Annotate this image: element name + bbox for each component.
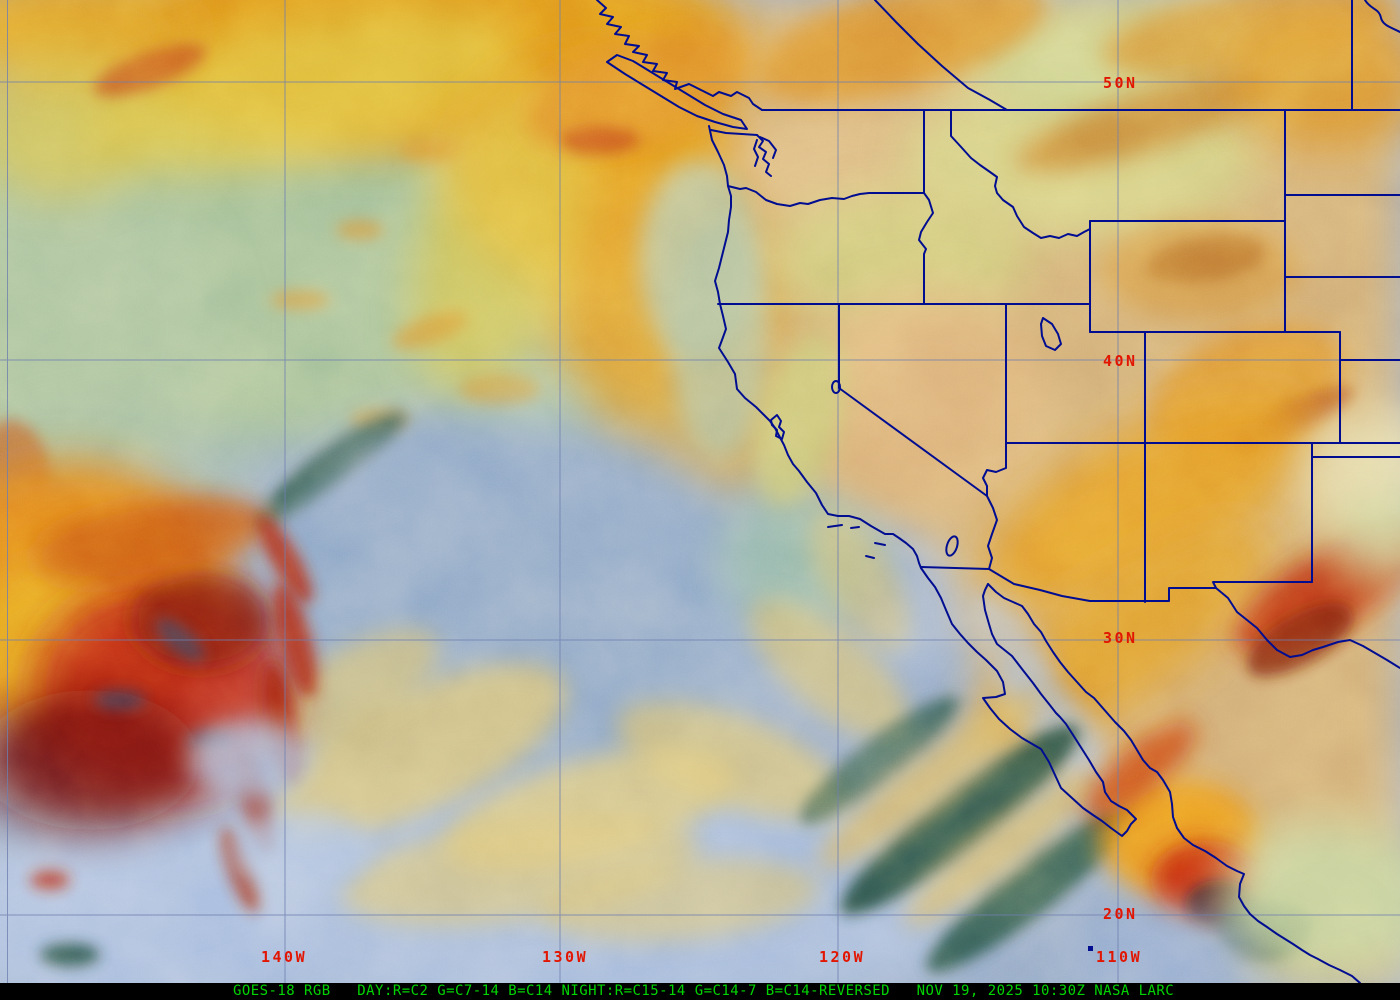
channel-island xyxy=(874,542,886,546)
wa-or-border xyxy=(727,185,925,207)
vancouver-island xyxy=(606,54,748,130)
ca-nv-border-diagonal xyxy=(838,387,988,497)
status-bar: GOES-18 RGB DAY:R=C2 G=C7-14 B=C14 NIGHT… xyxy=(0,983,1400,1000)
san-francisco-bay xyxy=(770,414,785,440)
id-mt-border xyxy=(950,109,1091,239)
lat-label-50n: 50N xyxy=(1103,74,1138,92)
us-mexico-border xyxy=(920,566,1400,669)
bc-alberta-border xyxy=(874,0,1008,111)
channel-island xyxy=(865,555,875,559)
baja-california-coastline xyxy=(920,567,1137,837)
channel-island xyxy=(850,526,860,529)
puget-sound xyxy=(753,134,777,177)
great-salt-lake xyxy=(1040,317,1062,351)
lat-label-30n: 30N xyxy=(1103,629,1138,647)
bc-coastline xyxy=(596,0,763,111)
lon-label-140w: 140W xyxy=(261,948,307,966)
nm-tx-south xyxy=(1212,581,1313,589)
juan-de-fuca-strait xyxy=(710,129,758,136)
island-dot xyxy=(1088,946,1093,951)
lon-label-130w: 130W xyxy=(542,948,588,966)
lon-label-120w: 120W xyxy=(819,948,865,966)
grid-labels: 50N 40N 30N 20N 140W 130W 120W 110W xyxy=(261,74,1142,966)
lon-label-110w: 110W xyxy=(1096,948,1142,966)
status-bar-text: GOES-18 RGB DAY:R=C2 G=C7-14 B=C14 NIGHT… xyxy=(233,983,1175,999)
lat-label-40n: 40N xyxy=(1103,352,1138,370)
map-borders xyxy=(596,0,1400,983)
mexico-mainland-coastline xyxy=(987,583,1361,983)
colorado-river-border xyxy=(982,442,1007,570)
or-id-border xyxy=(918,192,934,305)
sk-river xyxy=(1364,0,1400,33)
salton-sea xyxy=(945,535,959,557)
lat-label-20n: 20N xyxy=(1103,905,1138,923)
pacific-coastline xyxy=(708,125,922,569)
channel-island xyxy=(827,524,843,528)
